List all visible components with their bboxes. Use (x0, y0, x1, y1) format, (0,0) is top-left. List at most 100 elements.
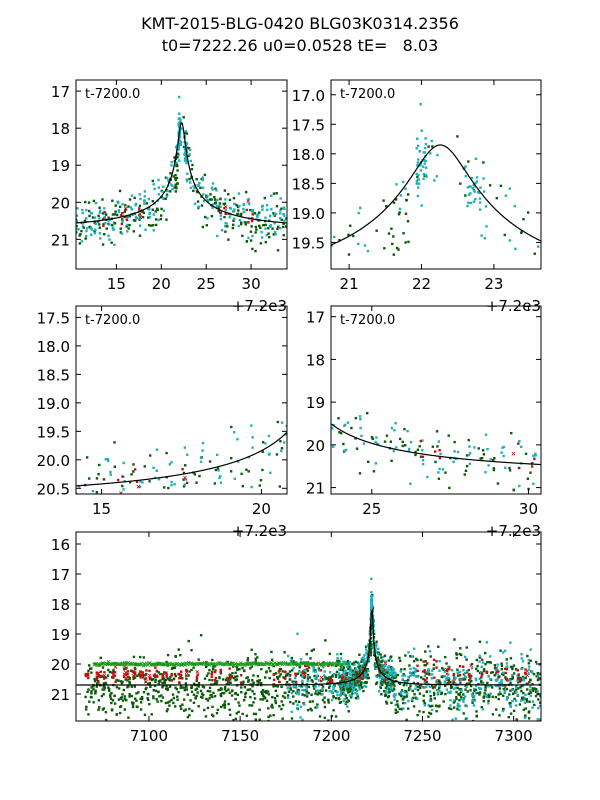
data-point (432, 691, 436, 695)
data-point (102, 224, 105, 227)
data-point (327, 425, 329, 427)
data-point (481, 449, 485, 452)
data-point (529, 678, 532, 682)
data-point (254, 662, 258, 665)
data-point (66, 260, 68, 262)
data-point (184, 682, 188, 685)
data-point (377, 653, 381, 656)
data-point (415, 182, 418, 185)
data-point (503, 691, 507, 694)
data-point (292, 660, 296, 663)
data-point (209, 193, 212, 196)
data-point (280, 707, 283, 711)
data-point (282, 441, 286, 444)
data-point (371, 645, 375, 649)
data-point (242, 207, 245, 211)
data-point (375, 436, 378, 439)
data-point (419, 439, 422, 443)
data-point (173, 673, 177, 676)
data-point (219, 211, 223, 214)
data-point (292, 689, 295, 693)
data-point (370, 607, 373, 611)
data-point (117, 698, 121, 701)
data-point (445, 669, 449, 673)
data-point (407, 449, 411, 453)
data-point (247, 202, 251, 206)
data-point (251, 678, 254, 682)
data-point (165, 218, 168, 221)
data-point (157, 671, 161, 674)
data-point (539, 694, 541, 698)
data-point (582, 240, 584, 242)
data-point-x (180, 661, 185, 666)
data-point (522, 676, 525, 680)
panel-bottom-data-points (84, 577, 541, 721)
data-point (276, 685, 280, 688)
data-point (300, 661, 303, 664)
data-point (488, 184, 492, 187)
data-point (181, 468, 184, 471)
data-point (401, 444, 405, 448)
data-point (237, 224, 240, 228)
data-point (351, 675, 354, 679)
data-point (331, 674, 335, 677)
x-tick-label: 20 (152, 275, 171, 293)
data-point (459, 182, 462, 185)
data-point (275, 205, 279, 208)
data-point (148, 480, 151, 483)
data-point (381, 677, 384, 681)
data-point (215, 711, 219, 715)
data-point (182, 478, 185, 481)
data-point (523, 697, 527, 700)
data-point (273, 230, 277, 234)
data-point (327, 719, 330, 721)
data-point (529, 694, 532, 698)
data-point (386, 671, 389, 674)
data-point (363, 244, 367, 247)
data-point (208, 198, 212, 201)
data-point (403, 680, 407, 684)
data-point (520, 653, 523, 656)
data-point (155, 674, 159, 677)
data-point (230, 675, 234, 678)
data-point (314, 685, 317, 689)
data-point (317, 667, 321, 670)
data-point (520, 657, 523, 660)
data-point (509, 701, 512, 705)
data-point (174, 655, 178, 658)
data-point (360, 657, 364, 660)
data-point (228, 215, 231, 219)
data-point (347, 689, 350, 692)
data-point (286, 694, 290, 697)
data-point (416, 658, 419, 662)
data-point (473, 185, 476, 188)
data-point (303, 668, 306, 672)
data-point (133, 671, 137, 674)
data-point (318, 669, 321, 672)
data-point (367, 658, 371, 661)
data-point (347, 233, 350, 236)
data-point (484, 471, 487, 474)
data-point (113, 702, 117, 705)
data-point (515, 690, 518, 694)
data-point (188, 714, 191, 717)
data-point (339, 431, 343, 435)
data-point (425, 670, 428, 674)
data-point (290, 656, 293, 660)
data-point (116, 478, 120, 482)
data-point (447, 434, 450, 437)
data-point (350, 679, 354, 683)
data-point (328, 683, 331, 686)
data-point (428, 673, 431, 676)
data-point (398, 656, 401, 660)
data-point (334, 697, 338, 700)
data-point (449, 684, 453, 687)
data-point (296, 402, 298, 404)
data-point (151, 179, 155, 183)
data-point (505, 667, 509, 671)
data-point (334, 715, 338, 718)
data-point (216, 234, 219, 238)
data-point (150, 713, 153, 716)
data-point (423, 686, 426, 689)
data-point (133, 468, 137, 471)
